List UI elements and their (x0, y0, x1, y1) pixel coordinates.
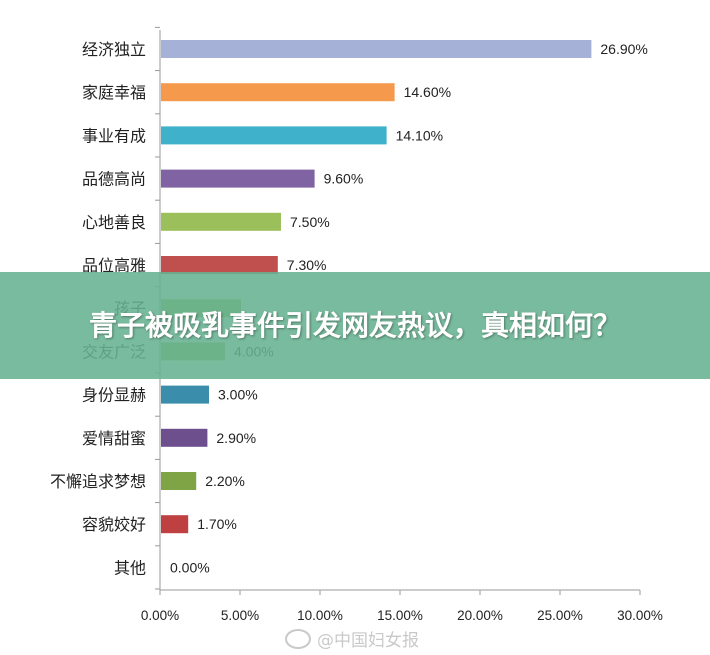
value-label: 9.60% (324, 171, 364, 187)
headline-title: 青子被吸乳事件引发网友热议，真相如何？ (88, 308, 621, 342)
headline-banner: 青子被吸乳事件引发网友热议，真相如何？ (0, 272, 710, 379)
category-label: 心地善良 (82, 213, 146, 232)
watermark: @中国妇女报 (285, 626, 419, 651)
category-label: 容貌姣好 (82, 515, 146, 534)
x-tick-label: 15.00% (377, 608, 423, 623)
category-label: 爱情甜蜜 (82, 429, 146, 448)
x-tick-label: 20.00% (457, 608, 503, 623)
x-tick-label: 10.00% (297, 608, 343, 623)
value-label: 26.90% (600, 41, 647, 57)
x-tick-label: 30.00% (617, 608, 663, 623)
category-label: 事业有成 (82, 126, 146, 145)
bar (161, 83, 395, 102)
category-label: 品位高雅 (82, 256, 146, 275)
value-label: 2.90% (216, 430, 256, 446)
bar (161, 40, 592, 58)
category-label: 不懈追求梦想 (50, 472, 146, 491)
value-label: 7.50% (290, 214, 330, 230)
watermark-text: @中国妇女报 (317, 631, 419, 651)
x-tick-label: 25.00% (537, 608, 583, 623)
category-label: 品德高尚 (82, 170, 146, 189)
category-label: 家庭幸福 (82, 83, 146, 102)
value-label: 14.10% (396, 127, 443, 143)
value-label: 14.60% (404, 84, 451, 100)
bar (161, 428, 208, 447)
bar (161, 385, 209, 404)
category-label: 身份显赫 (82, 386, 146, 405)
category-label: 其他 (114, 558, 146, 577)
bar (161, 256, 278, 274)
weibo-icon (285, 628, 311, 649)
value-label: 0.00% (170, 559, 210, 575)
value-label: 2.20% (205, 473, 245, 489)
value-label: 3.00% (218, 387, 258, 403)
x-tick-label: 0.00% (141, 608, 179, 623)
bar (161, 169, 315, 188)
x-tick-label: 5.00% (221, 608, 259, 623)
bar (161, 126, 387, 145)
bar (161, 472, 197, 490)
bars-group (161, 40, 592, 534)
bar (161, 515, 189, 534)
bar (161, 212, 281, 231)
value-label: 1.70% (197, 516, 237, 532)
value-label: 7.30% (287, 257, 327, 273)
category-label: 经济独立 (82, 40, 146, 59)
